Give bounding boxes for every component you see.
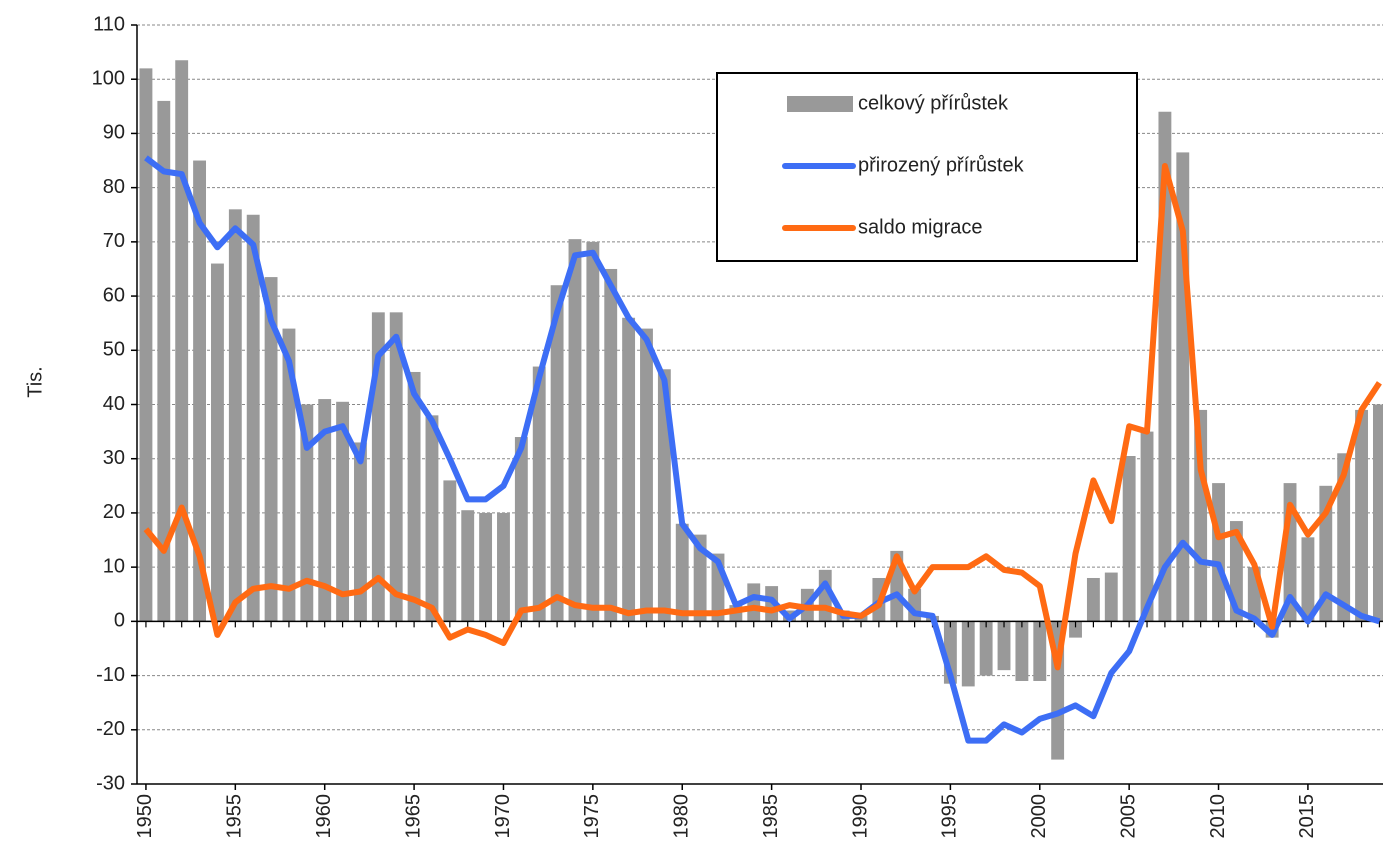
y-tick-label: 50 <box>103 339 125 361</box>
bar <box>157 100 171 622</box>
x-tick-label: 1970 <box>492 794 514 839</box>
bar <box>1069 621 1082 638</box>
y-tick-label: -10 <box>96 664 125 686</box>
bar <box>443 480 457 622</box>
bar <box>747 583 761 622</box>
bar <box>193 160 207 622</box>
bar <box>1140 431 1154 622</box>
y-tick-label: -20 <box>96 718 125 740</box>
bar <box>1122 456 1136 622</box>
y-tick-label: 40 <box>103 393 125 415</box>
bar <box>693 534 707 622</box>
bar <box>997 621 1011 671</box>
x-tick-label: 1995 <box>939 794 961 839</box>
bar <box>568 239 582 622</box>
bar <box>961 621 975 687</box>
y-tick-label: -30 <box>96 772 125 794</box>
bar <box>657 369 671 622</box>
bar <box>514 437 528 622</box>
y-tick-label: 20 <box>103 501 125 523</box>
bar <box>175 60 189 622</box>
bar <box>425 415 439 622</box>
y-tick-label: 0 <box>114 610 125 632</box>
bar <box>300 404 314 622</box>
bar <box>228 209 242 622</box>
bar <box>1015 621 1029 681</box>
bar <box>282 328 296 622</box>
y-axis-label: Tis. <box>24 366 46 397</box>
bar <box>1301 537 1315 622</box>
legend-swatch <box>787 96 853 112</box>
y-tick-label: 80 <box>103 176 125 198</box>
bar <box>139 68 153 622</box>
x-tick-label: 1965 <box>402 794 424 839</box>
bar <box>461 510 475 622</box>
y-tick-label: 10 <box>103 555 125 577</box>
bar <box>675 523 689 622</box>
x-tick-label: 1980 <box>671 794 693 839</box>
legend-label: celkový přírůstek <box>858 92 1009 114</box>
bar <box>622 317 636 622</box>
y-tick-label: 90 <box>103 122 125 144</box>
legend-label: saldo migrace <box>858 216 983 238</box>
bar <box>407 371 421 622</box>
bar <box>640 328 653 622</box>
x-tick-label: 2005 <box>1117 794 1139 839</box>
bar <box>479 512 493 622</box>
bar <box>354 442 367 622</box>
y-tick-label: 110 <box>93 13 125 35</box>
bar <box>1033 621 1047 681</box>
bar <box>246 214 260 622</box>
bar <box>1355 409 1368 622</box>
legend: celkový přírůstek přirozený přírůstek sald… <box>716 72 1138 262</box>
x-tick-label: 1990 <box>849 794 871 839</box>
x-tick-label: 1975 <box>581 794 603 839</box>
x-tick-label: 1950 <box>134 794 156 839</box>
y-tick-label: 70 <box>103 230 125 252</box>
bar <box>1212 483 1225 622</box>
x-tick-label: 1985 <box>760 794 782 839</box>
bar <box>389 312 403 622</box>
bar <box>1337 453 1351 622</box>
bar <box>497 512 510 622</box>
bar <box>318 399 332 622</box>
y-tick-label: 30 <box>103 447 125 469</box>
line-series <box>144 155 1381 744</box>
y-tick-label: 100 <box>92 67 125 89</box>
bar <box>979 621 993 676</box>
x-tick-label: 2010 <box>1207 794 1229 839</box>
bar <box>1372 404 1383 622</box>
bar <box>604 268 618 622</box>
line-series <box>143 163 1382 671</box>
bar <box>1086 577 1100 622</box>
x-tick-label: 1960 <box>313 794 335 839</box>
bar <box>264 277 278 622</box>
bar <box>211 263 224 622</box>
bar <box>336 401 350 622</box>
x-tick-label: 1955 <box>224 794 246 839</box>
y-tick-label: 60 <box>103 284 125 306</box>
legend-label: přirozený přírůstek <box>858 154 1025 176</box>
bar <box>532 366 546 622</box>
x-tick-label: 2000 <box>1028 794 1050 839</box>
bar <box>586 241 600 622</box>
bar <box>1104 572 1118 622</box>
x-tick-label: 2015 <box>1296 794 1318 839</box>
bar <box>550 285 564 622</box>
